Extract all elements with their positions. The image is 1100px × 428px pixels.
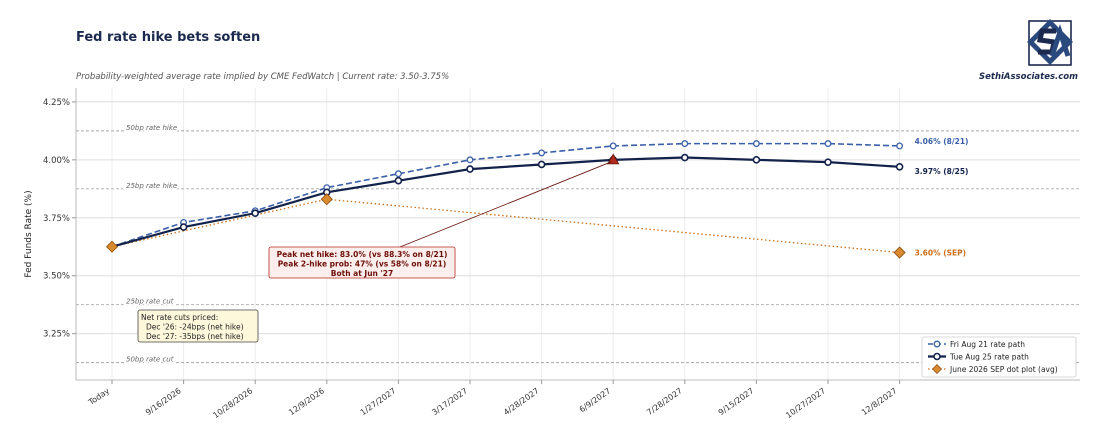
brand-name: SethiAssociates.com	[979, 72, 1078, 82]
x-tick-label: Today	[86, 386, 111, 407]
reference-line-label: 50bp rate cut	[126, 356, 174, 364]
legend-sep-marker	[932, 364, 942, 374]
x-tick-label: 7/28/2027	[645, 386, 684, 417]
fri-rate-point	[538, 149, 546, 157]
x-tick-label: 10/27/2027	[784, 386, 827, 420]
chart-title: Fed rate hike bets soften	[76, 30, 261, 45]
reference-line-label: 25bp rate hike	[126, 182, 177, 190]
x-tick-label: 4/28/2027	[502, 386, 541, 417]
y-tick-label: 4.25%	[43, 98, 70, 108]
y-tick-label: 4.00%	[43, 156, 70, 166]
fri-rate-path-line	[111, 142, 900, 248]
tue-rate-point	[895, 162, 904, 171]
net-cuts-line: Dec '27: -35bps (net hike)	[146, 332, 244, 341]
legend-fri-marker	[933, 340, 941, 348]
sep-dot-plot-point	[105, 240, 119, 253]
fri-rate-point	[466, 156, 474, 164]
y-axis-label: Fed Funds Rate (%)	[24, 190, 34, 277]
chart-subtitle: Probability-weighted average rate implie…	[76, 72, 450, 82]
x-tick-label: 12/8/2027	[860, 386, 899, 417]
x-tick-label: 9/16/2026	[144, 386, 183, 417]
tue-rate-point	[680, 153, 689, 162]
tue-rate-point	[179, 223, 188, 231]
legend-tue-label: Tue Aug 25 rate path	[949, 353, 1029, 362]
peak-marker	[607, 153, 620, 165]
legend-box	[921, 336, 1077, 378]
net-cuts-title: Net rate cuts priced:	[141, 313, 218, 322]
peak-annotation-line: Peak net hike: 83.0% (vs 88.3% on 8/21)	[277, 250, 448, 259]
legend-sep-label: June 2026 SEP dot plot (avg)	[949, 365, 1058, 374]
x-tick-label: 1/27/2027	[359, 386, 398, 417]
fri-rate-point	[609, 142, 617, 150]
tue-rate-point	[824, 158, 832, 166]
y-tick-label: 3.25%	[43, 330, 70, 340]
sep-dot-plot-point	[893, 246, 906, 259]
net-cuts-box	[137, 309, 259, 343]
tue-rate-point	[752, 156, 761, 164]
fri-rate-point	[681, 140, 689, 148]
brand-logo	[1027, 19, 1073, 66]
fri-rate-point	[824, 140, 832, 148]
peak-annotation-line: Peak 2-hike prob: 47% (vs 58% on 8/21)	[278, 260, 447, 269]
x-tick-label: 12/9/2026	[287, 386, 326, 417]
x-tick-label: 6/9/2027	[578, 386, 613, 414]
legend-fri-label: Fri Aug 21 rate path	[950, 340, 1025, 349]
sep-end-label: 3.60% (SEP)	[915, 249, 967, 258]
fri-rate-point	[394, 170, 402, 178]
fri-rate-point	[896, 142, 904, 150]
net-cuts-line: Dec '26: -24bps (net hike)	[146, 323, 244, 332]
peak-annotation-line: Both at Jun '27	[331, 269, 393, 278]
peak-annotation-box	[268, 246, 456, 279]
reference-line-label: 50bp rate hike	[126, 124, 177, 132]
x-tick-label: 10/28/2026	[211, 386, 254, 420]
y-tick-label: 3.75%	[43, 214, 70, 224]
x-tick-label: 9/15/2027	[717, 386, 756, 417]
tue-rate-path-line	[111, 156, 900, 248]
reference-line-label: 25bp rate cut	[126, 298, 174, 306]
legend-tue-marker	[933, 352, 941, 361]
tue-rate-point	[466, 165, 474, 173]
tue-end-label: 3.97% (8/25)	[915, 167, 969, 176]
tue-rate-point	[251, 209, 259, 217]
fri-rate-point	[752, 140, 760, 148]
y-tick-label: 3.50%	[43, 272, 70, 282]
peak-annotation-arrow	[399, 161, 612, 248]
fri-end-label: 4.06% (8/21)	[915, 137, 969, 146]
sep-dot-plot-point	[320, 193, 333, 206]
sep-dot-plot-line	[111, 198, 900, 254]
tue-rate-point	[537, 160, 546, 169]
tue-rate-point	[394, 176, 403, 185]
x-tick-label: 3/17/2027	[430, 386, 469, 417]
